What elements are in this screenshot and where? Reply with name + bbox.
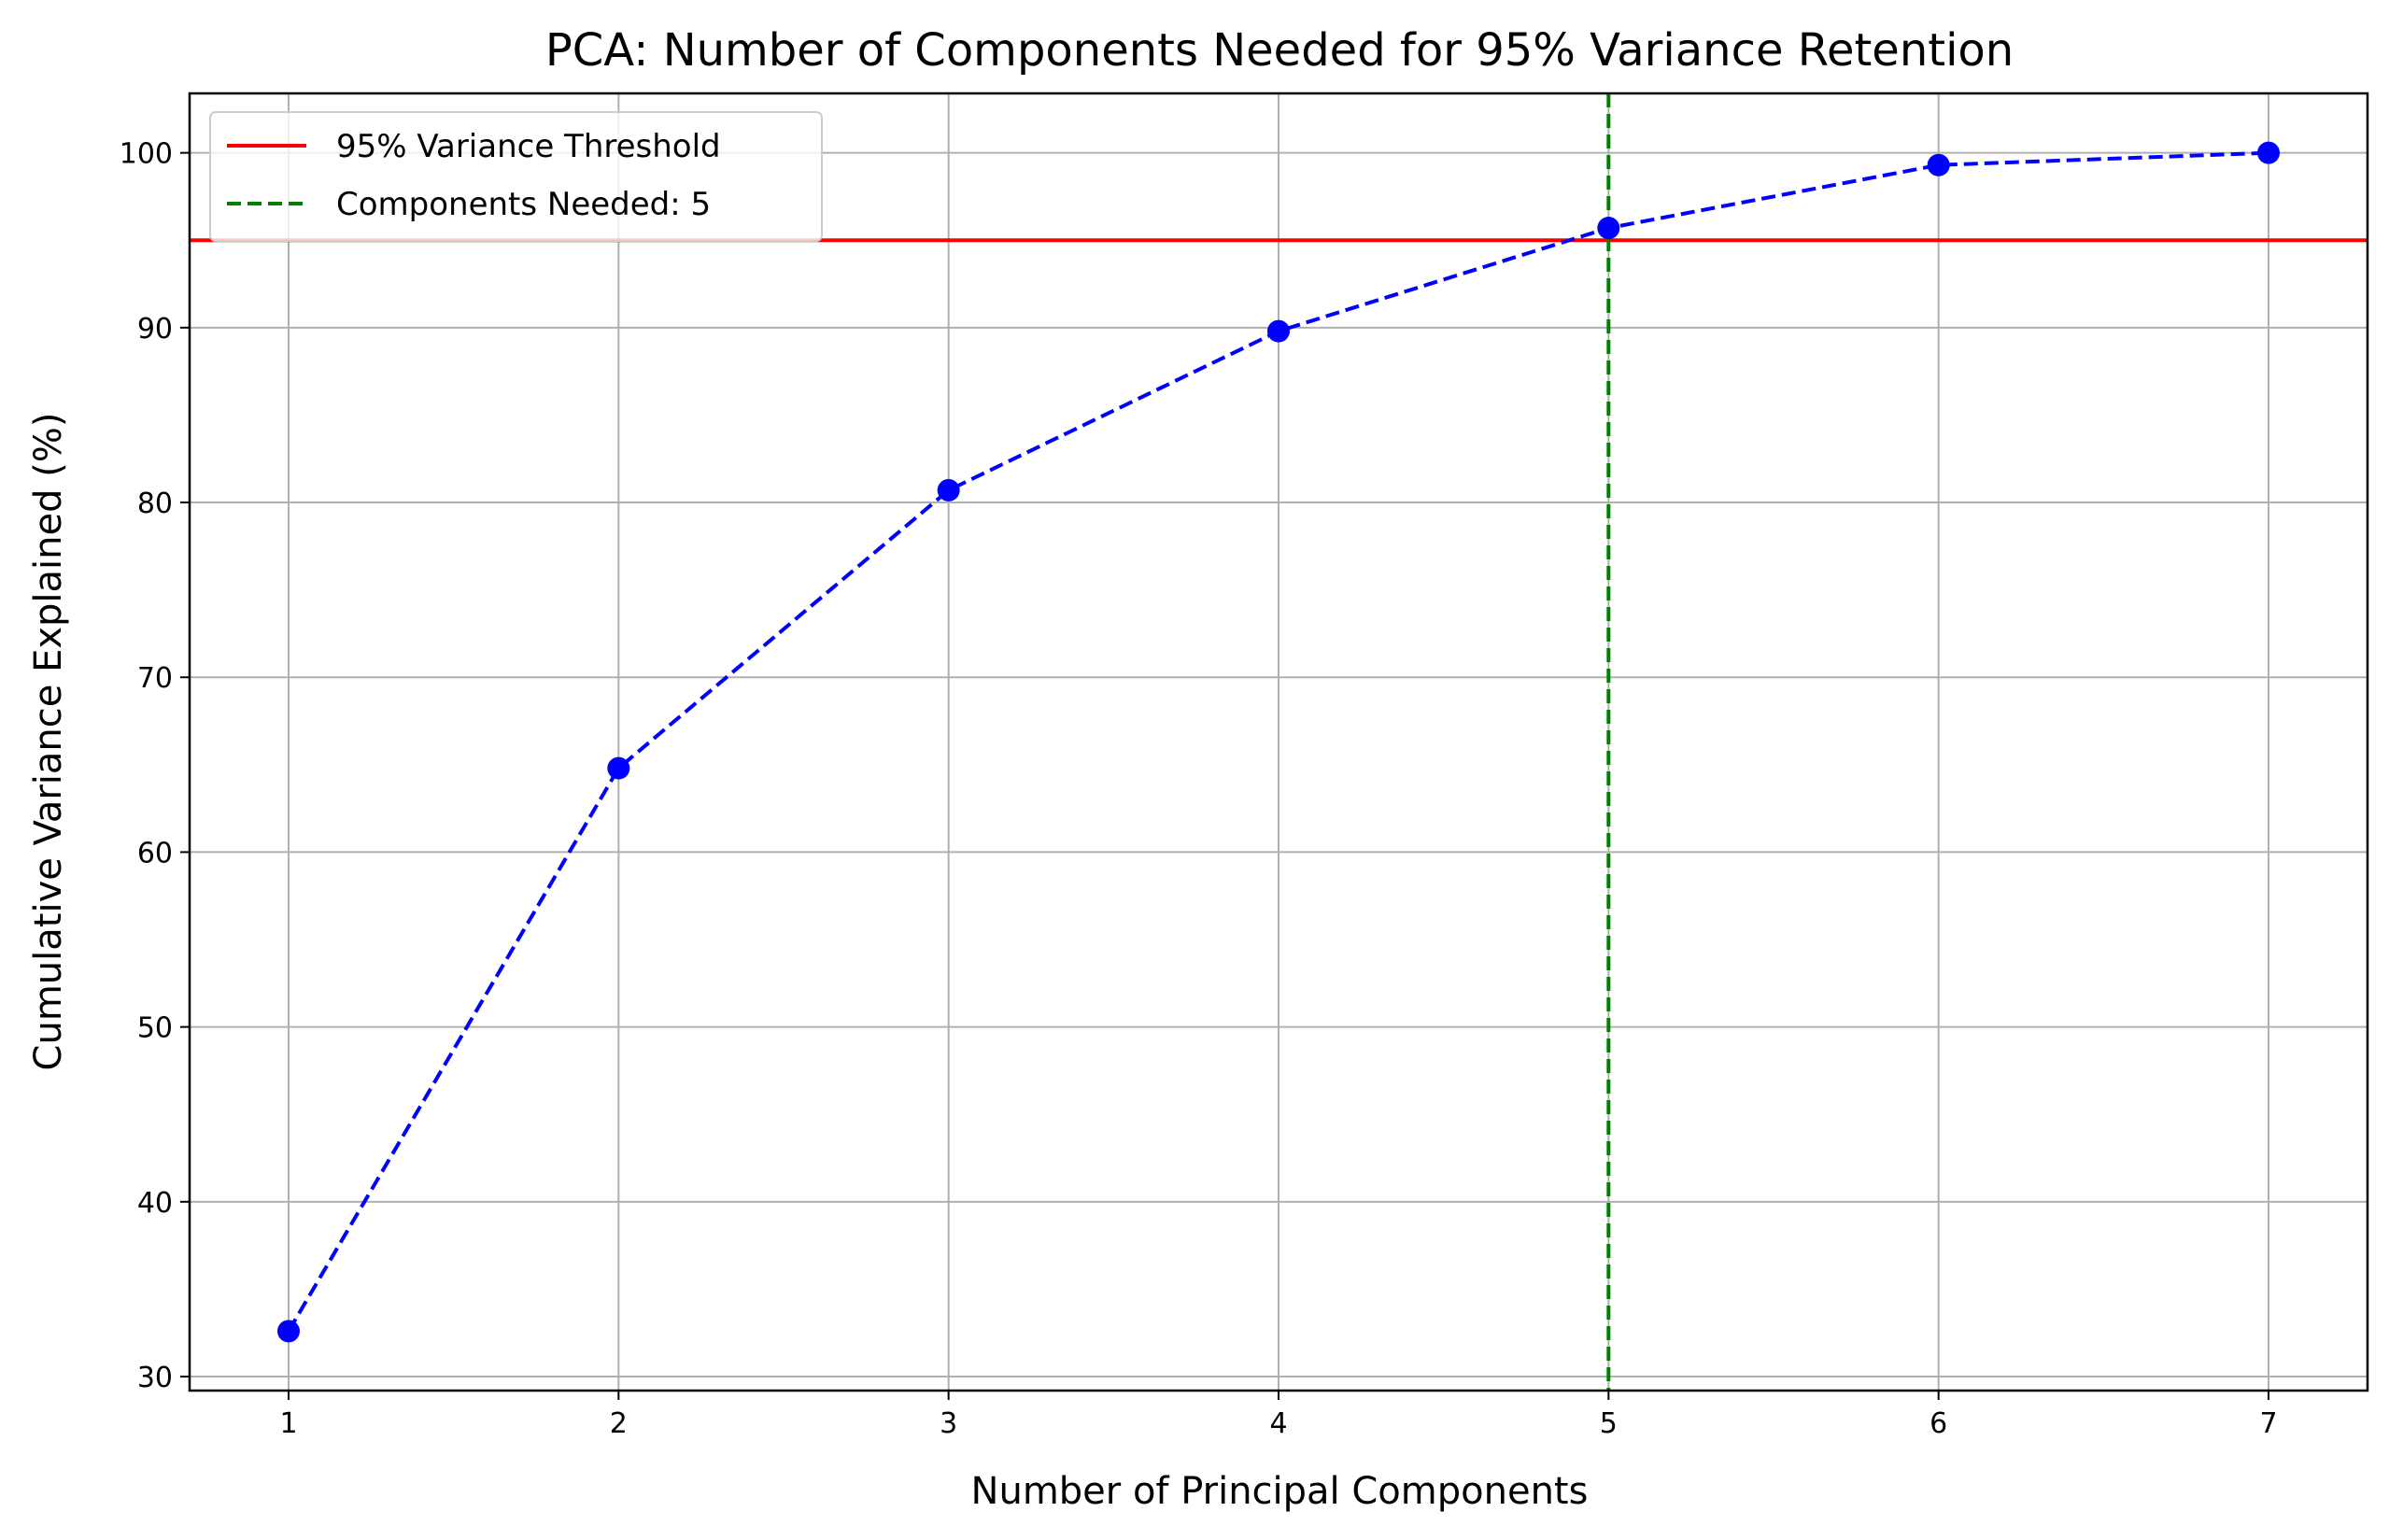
legend: 95% Variance Threshold Components Needed:… <box>209 111 823 242</box>
chart-title: PCA: Number of Components Needed for 95%… <box>545 24 2014 77</box>
legend-label: 95% Variance Threshold <box>336 128 721 165</box>
y-tick-label: 40 <box>137 1187 173 1220</box>
y-tick-label: 80 <box>137 487 173 520</box>
data-point <box>937 478 960 502</box>
legend-label: Components Needed: 5 <box>336 186 711 223</box>
x-tick-label: 4 <box>1269 1407 1287 1440</box>
y-tick-label: 60 <box>137 837 173 869</box>
y-tick-label: 30 <box>137 1362 173 1394</box>
x-tick-label: 1 <box>279 1407 297 1440</box>
axis-ticks: 1 2 3 4 5 6 7 30 40 50 60 70 80 90 100 <box>120 138 2278 1440</box>
x-tick-label: 6 <box>1930 1407 1947 1440</box>
legend-box <box>209 111 823 242</box>
y-tick-label: 50 <box>137 1012 173 1045</box>
data-point <box>1597 217 1620 240</box>
data-point <box>1927 153 1950 177</box>
y-axis-label: Cumulative Variance Explained (%) <box>27 413 70 1071</box>
data-point <box>607 756 630 780</box>
data-point <box>2257 141 2280 164</box>
x-tick-label: 3 <box>940 1407 957 1440</box>
y-tick-label: 70 <box>137 662 173 695</box>
data-point <box>277 1320 300 1343</box>
data-point <box>1267 319 1290 343</box>
x-tick-label: 5 <box>1600 1407 1618 1440</box>
x-tick-label: 2 <box>610 1407 628 1440</box>
y-tick-label: 90 <box>137 313 173 346</box>
x-tick-label: 7 <box>2259 1407 2277 1440</box>
series-layer <box>277 141 2280 1343</box>
x-axis-label: Number of Principal Components <box>971 1470 1589 1513</box>
y-tick-label: 100 <box>120 138 173 171</box>
